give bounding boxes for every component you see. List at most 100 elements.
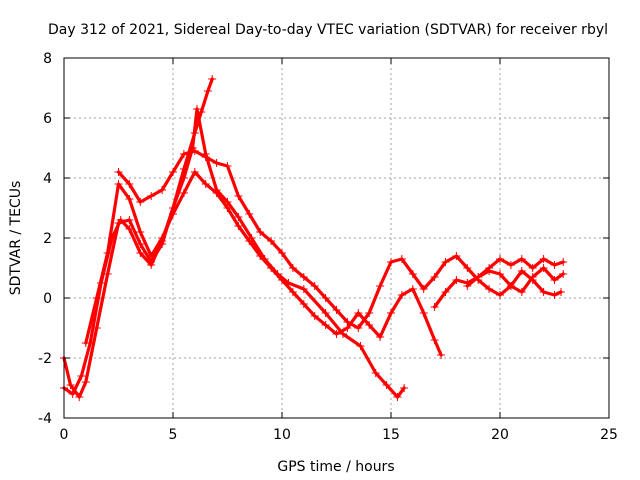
data-point [517, 288, 526, 296]
x-tick-label: 25 [600, 427, 618, 443]
data-point [343, 318, 352, 326]
series-6-line [465, 266, 565, 294]
data-point [559, 270, 568, 278]
data-point [92, 294, 101, 302]
data-point [201, 153, 210, 161]
data-point [463, 282, 472, 290]
data-point [193, 105, 201, 113]
data-point [125, 225, 134, 233]
data-point [452, 276, 461, 284]
data-point [397, 255, 406, 263]
data-point [234, 222, 243, 230]
data-point [430, 273, 439, 281]
data-point [256, 252, 265, 260]
data-point [158, 186, 167, 194]
series-3 [81, 168, 446, 359]
data-point [125, 216, 134, 224]
data-point [463, 264, 472, 272]
data-point [356, 342, 365, 350]
y-axis-label: SDTVAR / TECUs [8, 181, 24, 296]
series-5 [430, 255, 568, 311]
data-point [354, 309, 363, 317]
data-point [288, 264, 297, 272]
data-point [550, 276, 559, 284]
data-point [223, 204, 232, 212]
data-point [496, 291, 504, 299]
data-point [179, 189, 188, 197]
data-point [223, 162, 232, 170]
y-tick-label: 0 [43, 291, 52, 307]
data-point [557, 288, 565, 296]
data-point [430, 303, 439, 311]
y-tick-label: 6 [43, 111, 52, 127]
data-point [147, 192, 156, 200]
data-point [332, 306, 341, 314]
data-point [485, 285, 494, 293]
data-point [474, 273, 483, 281]
data-point [136, 249, 145, 257]
chart-title: Day 312 of 2021, Sidereal Day-to-day VTE… [48, 22, 608, 38]
data-point [245, 210, 254, 218]
data-point [147, 261, 156, 269]
data-point [125, 195, 134, 203]
data-point [288, 288, 297, 296]
data-point [382, 381, 391, 389]
grid-lines [64, 58, 609, 418]
data-point [212, 159, 221, 167]
series-3-line [84, 170, 443, 357]
data-point [203, 87, 212, 95]
data-point [179, 174, 188, 182]
x-tick-label: 5 [169, 427, 178, 443]
data-point [77, 372, 86, 380]
data-point [212, 189, 221, 197]
x-tick-label: 0 [60, 427, 69, 443]
series-6 [463, 264, 568, 296]
data-point [81, 378, 90, 386]
data-point [371, 369, 380, 377]
data-point [103, 249, 112, 257]
data-point [496, 270, 504, 278]
data-point [278, 276, 286, 284]
data-point [517, 255, 526, 263]
data-point [550, 261, 559, 269]
data-point [310, 282, 319, 290]
x-tick-label: 10 [273, 427, 291, 443]
data-point [376, 282, 385, 290]
data-point [208, 75, 217, 83]
data-series [60, 75, 568, 401]
data-point [400, 384, 409, 392]
data-point [310, 312, 319, 320]
data-point [245, 237, 254, 245]
data-point [441, 288, 450, 296]
data-point [299, 273, 308, 281]
data-point [321, 309, 330, 317]
data-point [452, 252, 461, 260]
y-tick-label: 4 [43, 171, 52, 187]
data-point [299, 300, 308, 308]
x-tick-label: 15 [382, 427, 400, 443]
data-point [393, 393, 402, 401]
data-point [332, 330, 341, 338]
data-point [365, 321, 374, 329]
data-point [430, 336, 439, 344]
data-point [528, 264, 537, 272]
data-point [376, 333, 385, 341]
data-point [201, 180, 210, 188]
data-point [517, 267, 526, 275]
data-point [437, 351, 446, 359]
data-point [179, 150, 188, 158]
data-point [66, 381, 75, 389]
data-point [299, 285, 308, 293]
data-point [321, 321, 330, 329]
data-point [147, 252, 156, 260]
data-point [103, 270, 112, 278]
data-point [114, 180, 123, 188]
data-point [559, 258, 568, 266]
data-point [387, 258, 395, 266]
data-point [136, 198, 145, 206]
data-point [256, 228, 265, 236]
data-point [539, 255, 548, 263]
data-point [496, 255, 504, 263]
